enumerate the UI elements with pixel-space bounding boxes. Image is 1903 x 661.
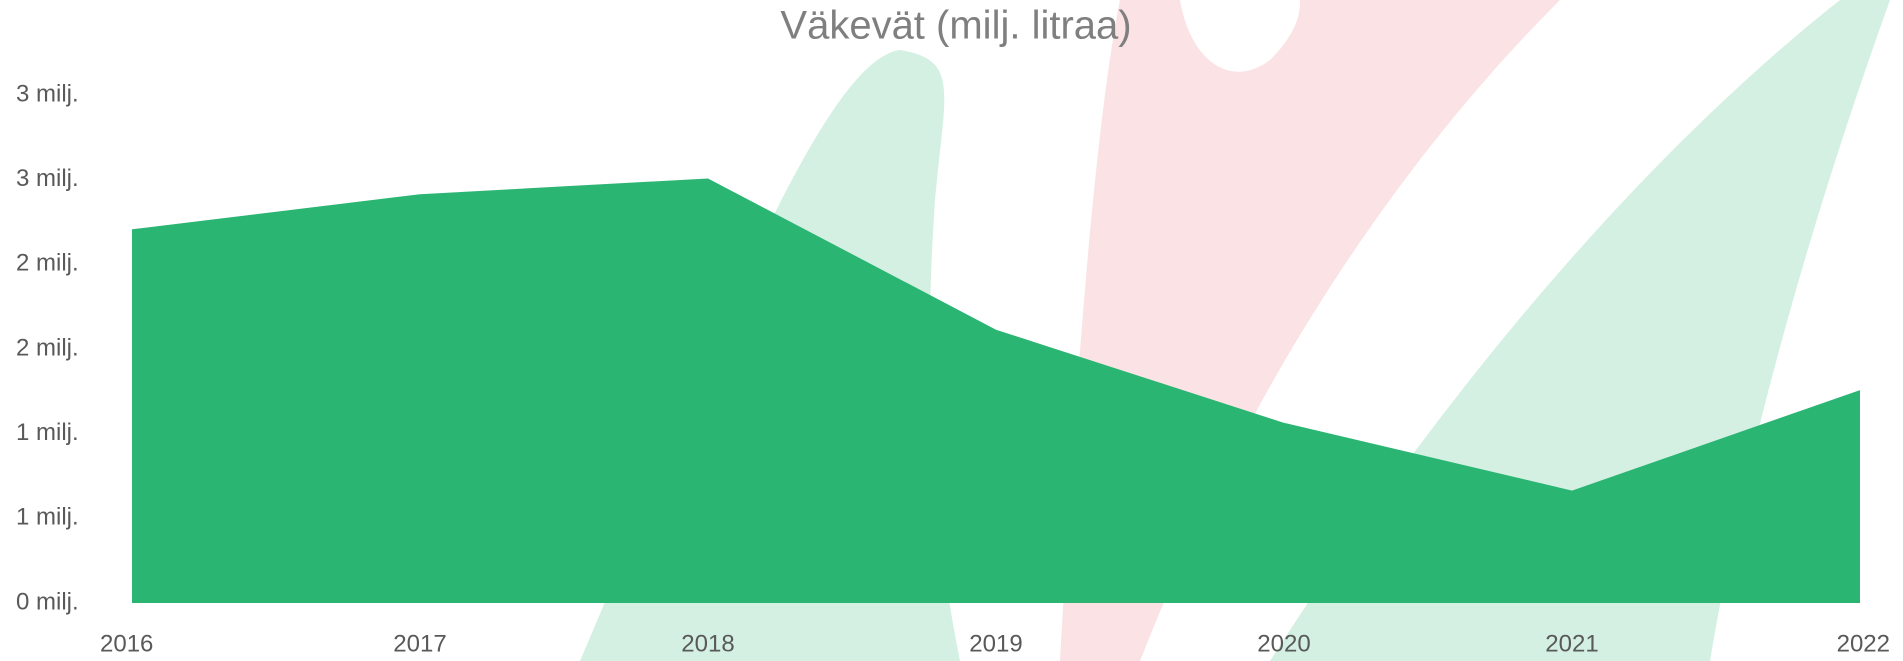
x-tick-label: 2016 xyxy=(100,630,153,657)
x-tick-label: 2018 xyxy=(681,630,734,657)
y-tick-label: 1 milj. xyxy=(16,419,79,446)
x-tick-label: 2019 xyxy=(969,630,1022,657)
x-tick-label: 2021 xyxy=(1545,630,1598,657)
x-tick-label: 2020 xyxy=(1257,630,1310,657)
x-tick-label: 2022 xyxy=(1837,630,1890,657)
x-tick-label: 2017 xyxy=(393,630,446,657)
y-tick-label: 3 milj. xyxy=(16,80,79,107)
y-tick-label: 0 milj. xyxy=(16,588,79,615)
chart: Väkevät (milj. litraa) 0 milj. 1 milj. 1 m… xyxy=(0,0,1903,661)
y-tick-label: 3 milj. xyxy=(16,165,79,192)
y-tick-label: 2 milj. xyxy=(16,334,79,361)
chart-title: Väkevät (milj. litraa) xyxy=(780,4,1131,48)
y-tick-label: 1 milj. xyxy=(16,504,79,531)
y-tick-label: 2 milj. xyxy=(16,250,79,277)
